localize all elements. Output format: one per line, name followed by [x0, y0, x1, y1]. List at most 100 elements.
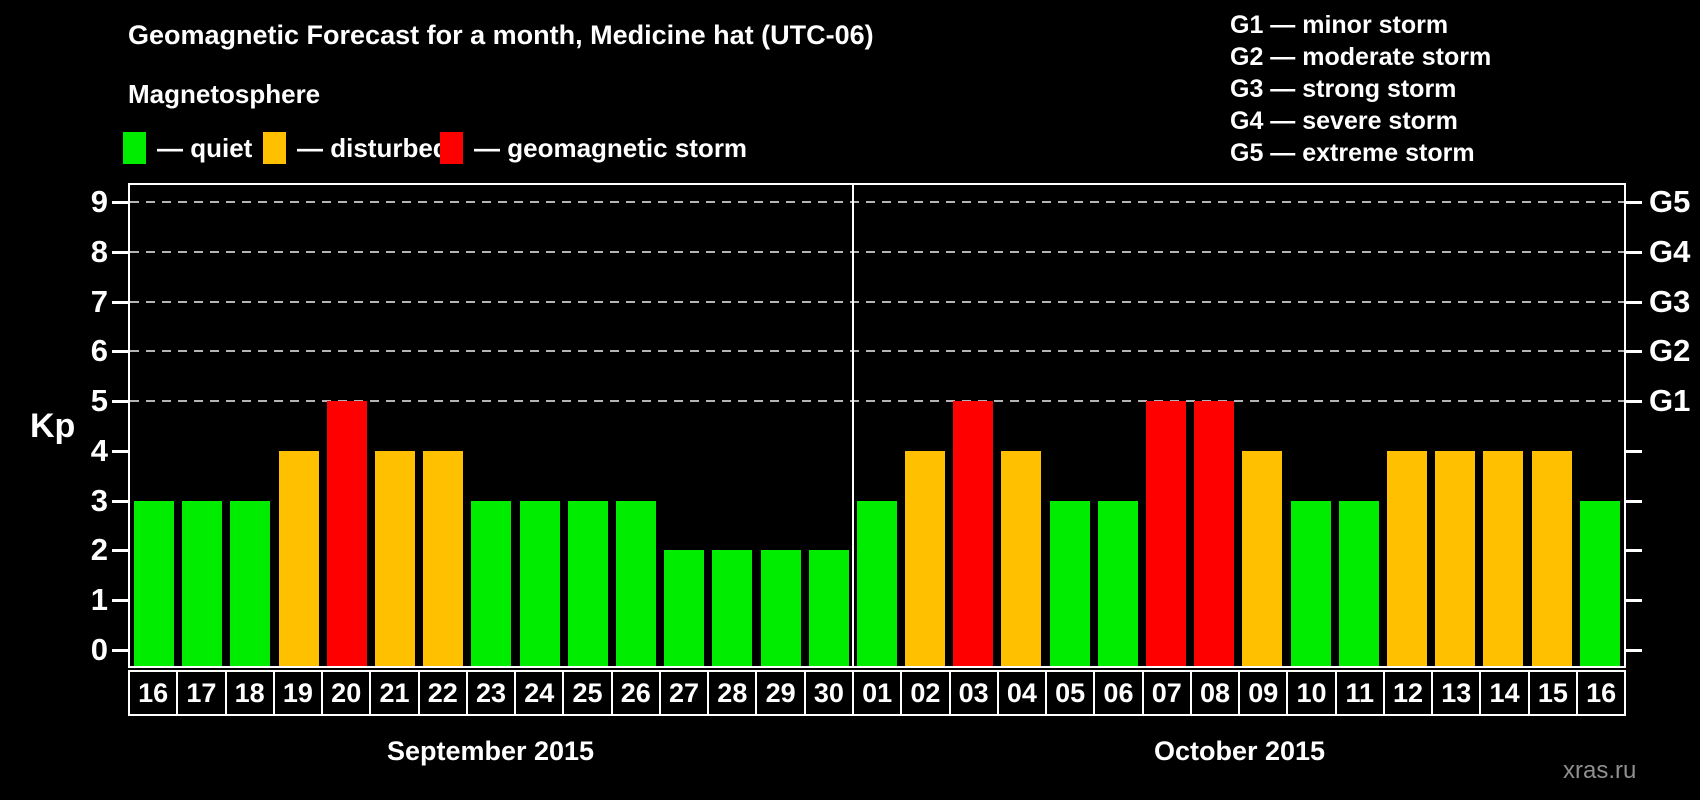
y-axis-title: Kp [30, 407, 76, 445]
day-label-cell: 24 [514, 670, 565, 716]
kp-bar [1483, 450, 1524, 666]
kp-bar [182, 500, 223, 666]
day-label-cell: 13 [1431, 670, 1482, 716]
legend-item-storm: — geomagnetic storm [440, 131, 747, 165]
gridline-kp5 [130, 400, 1624, 403]
y-axis-tick [112, 400, 128, 404]
day-label-cell: 16 [1575, 670, 1627, 716]
day-slot [1479, 185, 1527, 666]
y-axis-tick-label: 1 [90, 582, 108, 618]
day-label-cell: 23 [465, 670, 517, 716]
plot-area [128, 183, 1626, 668]
day-label-cell: 25 [562, 670, 613, 716]
day-label-cell: 28 [707, 670, 758, 716]
g-axis-label: G5 [1649, 183, 1691, 219]
right-axis-tick [1626, 350, 1642, 354]
day-slot [901, 185, 949, 666]
bars-layer [130, 185, 1624, 666]
gridline-kp9 [130, 200, 1624, 203]
day-label-cell: 20 [321, 670, 372, 716]
kp-bar [712, 550, 753, 666]
day-label-cell: 12 [1382, 670, 1434, 716]
quiet-color-swatch [123, 132, 146, 164]
y-axis-tick [112, 499, 128, 503]
day-label-cell: 08 [1189, 670, 1241, 716]
kp-bar [1242, 450, 1283, 666]
right-axis-tick [1626, 400, 1642, 404]
day-slot [612, 185, 660, 666]
day-slot [323, 185, 371, 666]
legend-item-quiet: — quiet [123, 131, 252, 165]
kp-bar [808, 550, 849, 666]
day-slot [419, 185, 467, 666]
plot-inner [130, 185, 1624, 666]
kp-bar [1386, 450, 1427, 666]
watermark: xras.ru [1563, 757, 1637, 784]
gridline-kp6 [130, 350, 1624, 353]
right-axis-tick [1626, 449, 1642, 453]
day-slot [226, 185, 274, 666]
kp-bar [1290, 500, 1331, 666]
legend-item-label: — disturbed [297, 132, 449, 163]
day-label-cell: 03 [948, 670, 999, 716]
day-slot [1046, 185, 1094, 666]
y-axis-tick-label: 2 [90, 532, 108, 568]
y-axis-tick [112, 250, 128, 254]
kp-bar [519, 500, 560, 666]
y-axis-tick-label: 0 [90, 632, 108, 667]
g-scale-legend-line: G1 — minor storm [1230, 11, 1449, 39]
kp-bar [953, 401, 994, 666]
day-label-cell: 04 [996, 670, 1048, 716]
right-axis-tick [1626, 200, 1642, 204]
day-label-cell: 18 [224, 670, 275, 716]
right-axis-tick [1626, 499, 1642, 503]
kp-bar [905, 450, 946, 666]
kp-bar [1194, 401, 1235, 666]
kp-bar [1001, 450, 1042, 666]
legend-item-disturbed: — disturbed [263, 131, 449, 165]
right-axis-tick [1626, 250, 1642, 254]
day-label-cell: 11 [1334, 670, 1385, 716]
kp-bar [1435, 450, 1476, 666]
day-label-cell: 15 [1527, 670, 1578, 716]
kp-bar [1146, 401, 1187, 666]
y-axis-tick [112, 449, 128, 453]
day-slot [516, 185, 564, 666]
storm-color-swatch [440, 132, 463, 164]
legend-item-label: — geomagnetic storm [474, 132, 748, 163]
g-axis-label: G4 [1649, 233, 1691, 269]
y-axis-tick-label: 4 [90, 432, 108, 468]
day-slot [1383, 185, 1431, 666]
day-label-cell: 14 [1479, 670, 1530, 716]
kp-bar [1338, 500, 1379, 666]
y-axis-tick-label: 3 [90, 482, 108, 518]
kp-bar [760, 550, 801, 666]
day-slot [1335, 185, 1383, 666]
gridline-kp7 [130, 300, 1624, 303]
gridline-kp8 [130, 250, 1624, 253]
day-slot [178, 185, 226, 666]
day-label-cell: 05 [1045, 670, 1096, 716]
kp-bar [664, 550, 705, 666]
y-axis-tick-label: 9 [90, 183, 108, 219]
day-slot [1431, 185, 1479, 666]
kp-bar [1531, 450, 1572, 666]
y-axis-tick [112, 200, 128, 204]
g-axis-label: G1 [1649, 383, 1691, 419]
g-scale-legend-line: G5 — extreme storm [1230, 139, 1475, 167]
day-slot [130, 185, 178, 666]
disturbed-color-swatch [263, 132, 286, 164]
kp-bar [326, 401, 367, 666]
g-scale-legend-line: G2 — moderate storm [1230, 43, 1492, 71]
g-scale-legend-line: G3 — strong storm [1230, 75, 1457, 103]
y-axis-tick [112, 549, 128, 553]
day-label-cell: 09 [1238, 670, 1289, 716]
month-caption-october: October 2015 [1153, 736, 1326, 766]
day-slot [467, 185, 515, 666]
day-slot [708, 185, 756, 666]
day-label-cell: 30 [803, 670, 854, 716]
day-label-cell: 16 [128, 670, 179, 716]
y-axis-tick-label: 8 [90, 233, 108, 269]
month-caption-september: September 2015 [386, 736, 595, 766]
